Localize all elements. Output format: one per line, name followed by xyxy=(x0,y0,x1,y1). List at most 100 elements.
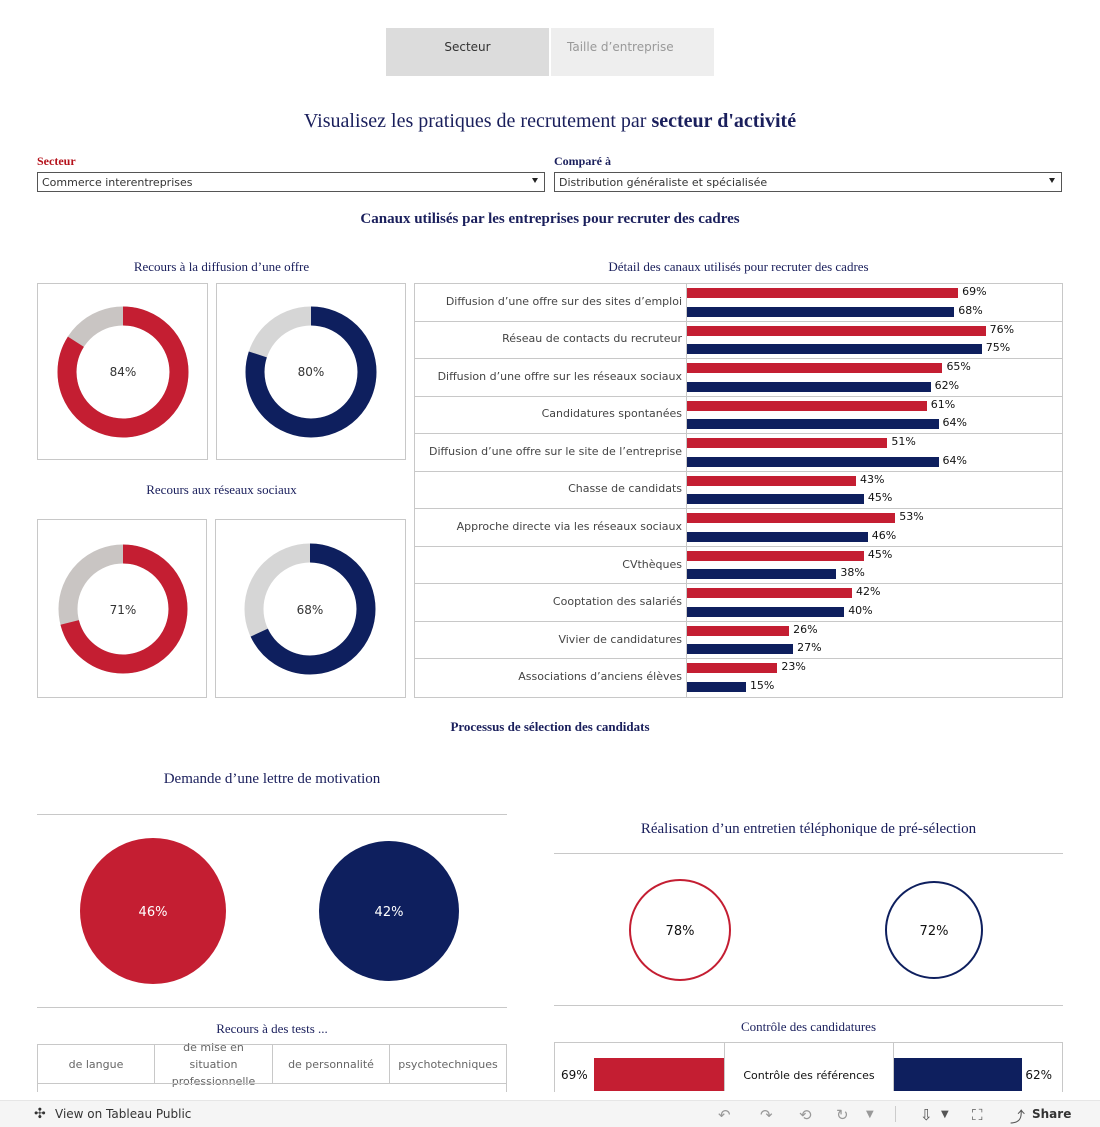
bar-category-label: Diffusion d’une offre sur le site de l’e… xyxy=(429,444,682,458)
chevron-down-icon[interactable]: ▼ xyxy=(866,1109,874,1120)
bar-sector xyxy=(687,588,853,599)
view-on-tableau-link[interactable]: View on Tableau Public xyxy=(55,1107,192,1121)
bar-value-label: 45% xyxy=(867,491,893,505)
bar-value-label: 64% xyxy=(942,453,967,467)
bar-category-label: Réseau de contacts du recruteur xyxy=(502,332,682,346)
bar-value-label: 62% xyxy=(934,378,960,392)
bar-compare xyxy=(687,531,868,542)
bar-value-label: 65% xyxy=(946,360,971,374)
divider xyxy=(686,471,687,509)
compare-select[interactable]: Distribution généraliste et spécialisée xyxy=(554,172,1062,192)
bar-compare xyxy=(687,681,746,692)
bar-category-label: Diffusion d’une offre sur les réseaux so… xyxy=(437,369,682,383)
divider xyxy=(686,621,687,659)
controle-title: Contrôle des candidatures xyxy=(740,1019,876,1034)
bar-compare xyxy=(687,456,939,467)
revert-icon[interactable]: ⟲ xyxy=(799,1106,812,1124)
bar-sector xyxy=(687,663,778,674)
divider xyxy=(686,434,687,471)
bar-sector xyxy=(687,625,790,636)
reseaux-sector-panel: 71% xyxy=(37,519,207,698)
entretien-compare-value: 72% xyxy=(920,924,949,939)
donut-value-arc xyxy=(57,306,189,438)
bar-value-label: 15% xyxy=(749,678,775,692)
bar-value-label: 69% xyxy=(962,285,987,298)
bar-category-label: Candidatures spontanées xyxy=(541,407,682,421)
bar-value-label: 45% xyxy=(867,547,893,561)
bar-sector xyxy=(687,438,888,449)
bar-compare xyxy=(687,606,845,617)
secteur-select-value: Commerce interentreprises xyxy=(42,176,193,189)
donut-value-arc xyxy=(245,306,377,438)
bar-category-label: Chasse de candidats xyxy=(568,482,682,496)
tests-title: Recours à des tests ... xyxy=(216,1021,328,1036)
tab-secteur[interactable]: Secteur xyxy=(386,28,549,76)
bar-value-label: 51% xyxy=(891,435,916,449)
bar-value-label: 53% xyxy=(899,510,924,524)
diffusion-compare-donut: 80% xyxy=(245,306,377,438)
redo-icon[interactable]: ↷ xyxy=(760,1106,773,1124)
page-title: Visualisez les pratiques de recrutement … xyxy=(0,110,1100,133)
divider xyxy=(38,1083,506,1084)
bar-value-label: 26% xyxy=(793,622,818,636)
bar-row: Candidatures spontanées 61% 64% xyxy=(415,396,1062,435)
controle-row-label: Contrôle des références xyxy=(724,1043,894,1091)
bar-sector xyxy=(687,363,943,374)
tests-column-header: psychotechniques xyxy=(398,1057,498,1071)
page-title-emphasis: secteur d'activité xyxy=(651,110,797,132)
tab-taille-entreprise[interactable]: Taille d’entreprise xyxy=(551,28,714,76)
lettre-sector-circle xyxy=(80,838,226,984)
compare-filter-label: Comparé à xyxy=(554,154,611,168)
undo-icon[interactable]: ↶ xyxy=(718,1106,731,1124)
divider xyxy=(686,396,687,434)
bar-value-label: 76% xyxy=(989,322,1015,336)
bar-value-label: 68% xyxy=(958,303,983,317)
divider xyxy=(686,509,687,546)
canaux-section-title: Canaux utilisés par les entreprises pour… xyxy=(360,211,740,227)
reseaux-compare-panel: 68% xyxy=(215,519,406,698)
bar-compare xyxy=(687,644,794,655)
bar-compare xyxy=(687,344,982,355)
bar-category-label: Associations d’anciens élèves xyxy=(518,670,682,684)
lettre-circles: 46% 42% xyxy=(80,838,459,984)
compare-select-value: Distribution généraliste et spécialisée xyxy=(559,176,768,189)
share-icon[interactable]: ⤴ xyxy=(1010,1108,1026,1126)
entretien-circles: 78% 72% xyxy=(629,879,983,981)
bar-sector xyxy=(687,400,927,411)
reseaux-compare-value: 68% xyxy=(297,603,324,617)
lettre-compare-value: 42% xyxy=(375,905,404,920)
reseaux-title: Recours aux réseaux sociaux xyxy=(146,482,297,497)
secteur-select[interactable]: Commerce interentreprises xyxy=(37,172,545,192)
divider xyxy=(554,853,1063,854)
refresh-icon[interactable]: ↻ xyxy=(836,1106,849,1124)
chevron-down-icon[interactable]: ▼ xyxy=(941,1109,949,1120)
bar-sector xyxy=(687,550,864,561)
bar-value-label: 42% xyxy=(856,585,881,599)
lettre-title: Demande d’une lettre de motivation xyxy=(163,771,381,787)
lettre-sector-value: 46% xyxy=(139,905,168,920)
bar-row: Diffusion d’une offre sur des sites d’em… xyxy=(415,284,1062,322)
bar-category-label: Vivier de candidatures xyxy=(558,632,682,646)
bar-value-label: 43% xyxy=(859,472,885,486)
bar-row: Chasse de candidats 43% 45% xyxy=(415,471,1062,510)
bar-row: Diffusion d’une offre sur les réseaux so… xyxy=(415,359,1062,397)
donut-value-arc xyxy=(244,543,376,675)
bar-value-label: 75% xyxy=(985,341,1011,355)
tests-column-header: de mise en situation professionnelle xyxy=(155,1041,273,1088)
divider xyxy=(686,359,687,396)
controle-panel: 69% Contrôle des références 62% xyxy=(554,1042,1063,1092)
bar-sector xyxy=(687,288,959,298)
fullscreen-icon[interactable]: ⛶ xyxy=(972,1106,983,1124)
share-button[interactable]: Share xyxy=(1032,1107,1072,1121)
reseaux-compare-donut: 68% xyxy=(244,543,376,675)
diffusion-compare-panel: 80% xyxy=(216,283,406,460)
diffusion-title: Recours à la diffusion d’une offre xyxy=(133,259,310,274)
divider xyxy=(686,284,687,321)
page-title-prefix: Visualisez les pratiques de recrutement … xyxy=(303,110,647,132)
tableau-toolbar: ✣ View on Tableau Public ↶ ↷ ⟲ ↻ ▼ ⇩ ▼ ⛶… xyxy=(0,1100,1100,1127)
bar-compare xyxy=(687,494,864,505)
bar-value-label: 64% xyxy=(942,416,967,430)
controle-sector-value: 69% xyxy=(561,1068,588,1082)
download-icon[interactable]: ⇩ xyxy=(920,1106,933,1124)
divider xyxy=(37,1007,507,1008)
